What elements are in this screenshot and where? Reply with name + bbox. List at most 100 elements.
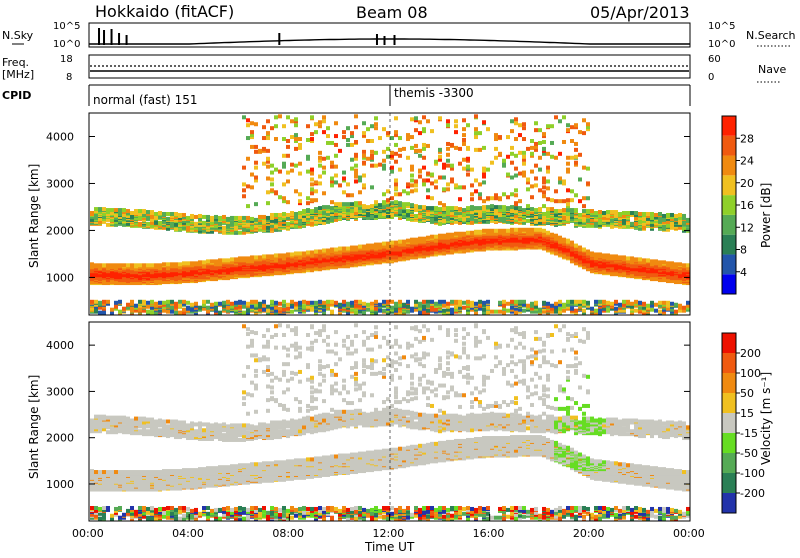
power-cell — [426, 119, 430, 123]
power-cell — [514, 167, 518, 171]
power-cell — [534, 176, 538, 180]
power-cell — [266, 254, 270, 258]
power-cell — [394, 152, 398, 156]
power-cell — [314, 207, 318, 211]
power-cell — [118, 300, 122, 304]
power-cell — [430, 306, 434, 310]
power-cell — [482, 120, 486, 124]
power-cell — [542, 176, 546, 180]
power-cell — [490, 161, 494, 165]
power-cell — [562, 140, 566, 144]
power-cell — [346, 143, 350, 147]
power-cell — [282, 196, 286, 200]
power-cell — [514, 228, 518, 232]
power-cell — [174, 212, 178, 216]
power-cell — [538, 156, 542, 160]
power-cell — [502, 205, 506, 209]
power-cell — [410, 174, 414, 178]
power-cell — [478, 131, 482, 135]
power-cell — [410, 307, 414, 311]
power-cell — [266, 216, 270, 220]
power-cell — [574, 309, 578, 313]
power-cell — [246, 123, 250, 127]
power-cell — [386, 198, 390, 202]
power-cell — [494, 193, 498, 197]
power-cell — [566, 123, 570, 127]
power-cell — [546, 207, 550, 211]
power-cell — [266, 157, 270, 161]
power-cell — [354, 153, 358, 157]
power-cell — [530, 170, 534, 174]
power-cell — [530, 184, 534, 188]
power-cell — [290, 252, 294, 256]
power-cell — [94, 207, 98, 211]
power-cell — [426, 172, 430, 176]
power-cell — [414, 238, 418, 242]
power-cell — [282, 212, 286, 216]
power-cell — [366, 139, 370, 143]
power-cell — [522, 126, 526, 130]
power-cell — [398, 148, 402, 152]
power-cell — [550, 304, 554, 308]
power-cell — [330, 165, 334, 169]
power-cell — [298, 251, 302, 255]
power-cell — [310, 115, 314, 119]
power-cell — [514, 201, 518, 205]
power-cell — [446, 164, 450, 168]
power-cell — [526, 177, 530, 181]
power-cell — [574, 142, 578, 146]
power-cell — [354, 201, 358, 205]
noise-right-label: N.Search — [746, 29, 796, 42]
power-cell — [178, 262, 182, 266]
power-cell — [314, 301, 318, 305]
power-cell — [318, 181, 322, 185]
power-cell — [462, 138, 466, 142]
power-cell — [294, 164, 298, 168]
cpid-label: CPID — [2, 89, 31, 102]
power-cell — [302, 251, 306, 255]
power-cell — [278, 253, 282, 257]
power-cell — [506, 195, 510, 199]
power-cell — [246, 256, 250, 260]
power-cell — [390, 241, 394, 245]
power-cell — [490, 196, 494, 200]
power-cell — [202, 215, 206, 219]
power-cell — [126, 209, 130, 213]
power-cell — [246, 204, 250, 208]
power-cell — [526, 219, 530, 223]
power-cell — [358, 190, 362, 194]
power-cell — [294, 212, 298, 216]
cpid-program-2: themis -3300 — [394, 86, 474, 100]
power-cell — [486, 127, 490, 131]
power-cell — [414, 204, 418, 208]
power-cell — [170, 212, 174, 216]
power-cell — [406, 133, 410, 137]
power-cell — [134, 209, 138, 213]
power-cell — [542, 194, 546, 198]
power-cell — [414, 300, 418, 304]
power-cell — [94, 300, 98, 304]
power-cell — [106, 263, 110, 267]
power-cell — [146, 310, 150, 314]
power-cell — [286, 213, 290, 217]
power-cell — [378, 163, 382, 167]
power-cell — [258, 215, 262, 219]
power-cell — [518, 151, 522, 155]
cpid-program-1: normal (fast) 151 — [93, 93, 197, 107]
power-cell — [254, 255, 258, 259]
power-cell — [398, 201, 402, 205]
power-cell — [474, 114, 478, 118]
power-cell — [582, 204, 586, 208]
power-cell — [534, 121, 538, 125]
power-cell — [114, 208, 118, 212]
power-cell — [442, 304, 446, 308]
power-cell — [290, 163, 294, 167]
power-cell — [530, 195, 534, 199]
power-cell — [554, 234, 558, 238]
power-cell — [326, 220, 330, 224]
power-cell — [314, 249, 318, 253]
power-cell — [242, 182, 246, 186]
power-cell — [422, 178, 426, 182]
power-cell — [586, 301, 590, 305]
power-cell — [418, 131, 422, 135]
